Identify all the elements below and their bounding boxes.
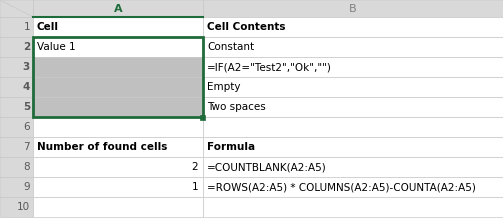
Text: Number of found cells: Number of found cells [37,142,167,152]
Bar [0,117,33,137]
Text: 10: 10 [17,202,30,212]
Text: Cell Contents: Cell Contents [207,22,286,32]
Text: 6: 6 [23,122,30,132]
Text: =IF(A2="Test2","Ok",""): =IF(A2="Test2","Ok","") [207,62,332,72]
Bar [33,97,203,117]
Bar [0,137,33,157]
Bar [33,0,203,17]
Bar [33,37,203,57]
Bar [0,197,33,217]
Bar [0,77,33,97]
Bar [203,177,503,197]
Bar [203,97,503,117]
Text: 8: 8 [23,162,30,172]
Bar [201,114,206,120]
Text: Two spaces: Two spaces [207,102,266,112]
Bar [203,0,503,17]
Bar [33,177,203,197]
Bar [33,157,203,177]
Bar [0,157,33,177]
Bar [203,137,503,157]
Bar [203,17,503,37]
Text: Constant: Constant [207,42,254,52]
Bar [0,0,33,17]
Bar [203,197,503,217]
Bar [33,37,203,117]
Text: Cell: Cell [37,22,59,32]
Bar [0,177,33,197]
Text: 1: 1 [191,182,198,192]
Text: =COUNTBLANK(A2:A5): =COUNTBLANK(A2:A5) [207,162,327,172]
Text: 7: 7 [23,142,30,152]
Text: A: A [114,4,122,14]
Bar [33,77,203,97]
Text: 4: 4 [23,82,30,92]
Bar [0,57,33,77]
Text: 2: 2 [23,42,30,52]
Text: B: B [349,4,357,14]
Text: 2: 2 [191,162,198,172]
Text: Formula: Formula [207,142,255,152]
Text: Value 1: Value 1 [37,42,75,52]
Bar [33,17,203,37]
Text: =ROWS(A2:A5) * COLUMNS(A2:A5)-COUNTA(A2:A5): =ROWS(A2:A5) * COLUMNS(A2:A5)-COUNTA(A2:… [207,182,476,192]
Bar [203,157,503,177]
Text: 5: 5 [23,102,30,112]
Bar [203,37,503,57]
Bar [203,117,503,137]
Bar [0,17,33,37]
Bar [0,97,33,117]
Bar [203,77,503,97]
Text: 1: 1 [23,22,30,32]
Text: 3: 3 [23,62,30,72]
Bar [33,57,203,77]
Bar [33,197,203,217]
Text: 9: 9 [23,182,30,192]
Bar [203,57,503,77]
Bar [33,117,203,137]
Bar [33,137,203,157]
Text: Empty: Empty [207,82,240,92]
Bar [0,37,33,57]
